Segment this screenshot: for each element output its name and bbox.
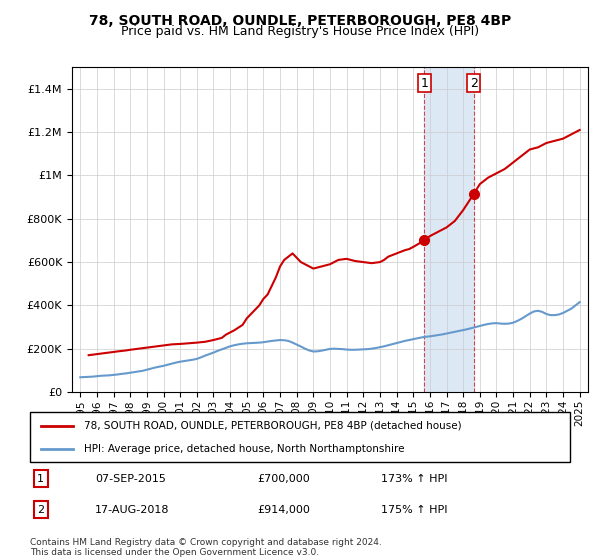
- Text: 17-AUG-2018: 17-AUG-2018: [95, 505, 169, 515]
- FancyBboxPatch shape: [30, 412, 570, 462]
- Text: Price paid vs. HM Land Registry's House Price Index (HPI): Price paid vs. HM Land Registry's House …: [121, 25, 479, 38]
- Text: 2: 2: [37, 505, 44, 515]
- Text: 07-SEP-2015: 07-SEP-2015: [95, 474, 166, 484]
- Bar: [424, 67, 473, 392]
- Text: 78, SOUTH ROAD, OUNDLE, PETERBOROUGH, PE8 4BP: 78, SOUTH ROAD, OUNDLE, PETERBOROUGH, PE…: [89, 14, 511, 28]
- Text: 2: 2: [470, 77, 478, 90]
- Text: 78, SOUTH ROAD, OUNDLE, PETERBOROUGH, PE8 4BP (detached house): 78, SOUTH ROAD, OUNDLE, PETERBOROUGH, PE…: [84, 421, 461, 431]
- Text: 1: 1: [37, 474, 44, 484]
- Text: HPI: Average price, detached house, North Northamptonshire: HPI: Average price, detached house, Nort…: [84, 445, 404, 454]
- Text: 173% ↑ HPI: 173% ↑ HPI: [381, 474, 448, 484]
- Text: 175% ↑ HPI: 175% ↑ HPI: [381, 505, 448, 515]
- Text: £700,000: £700,000: [257, 474, 310, 484]
- Text: Contains HM Land Registry data © Crown copyright and database right 2024.
This d: Contains HM Land Registry data © Crown c…: [30, 538, 382, 557]
- Text: £914,000: £914,000: [257, 505, 310, 515]
- Text: 1: 1: [421, 77, 428, 90]
